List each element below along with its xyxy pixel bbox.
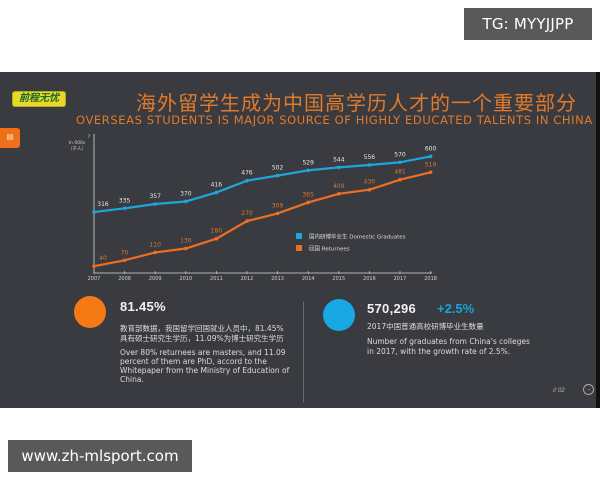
returnees-en-line4: China. <box>120 375 144 384</box>
returnee-points <box>92 170 433 268</box>
svg-text:335: 335 <box>119 197 131 204</box>
x-axis-ticks: 2007 2008 2009 2010 2011 2012 2013 2014 2015 2016… <box>88 271 437 282</box>
legend-label-returnees: 回国 Returnees <box>309 246 350 253</box>
domestic-labels: 316 335 357 370 416 476 502 529 544 556 570 600 <box>97 145 436 208</box>
series-domestic-graduates <box>93 155 431 214</box>
svg-text:529: 529 <box>302 159 314 166</box>
svg-text:40: 40 <box>99 255 107 262</box>
svg-text:2015: 2015 <box>332 276 345 282</box>
graduates-cn-text: 2017中国普通高校研博毕业生数量 <box>367 322 484 331</box>
returnees-en-line3: Whitepaper from the Ministry of Educatio… <box>120 366 290 375</box>
svg-text:?: ? <box>88 134 91 140</box>
svg-text:409: 409 <box>333 183 345 190</box>
slide-edge <box>596 72 600 408</box>
svg-text:2010: 2010 <box>179 276 192 282</box>
svg-text:70: 70 <box>121 249 129 256</box>
svg-text:481: 481 <box>394 169 406 176</box>
watermark-bottom-left: www.zh-mlsport.com <box>8 440 192 472</box>
svg-text:519: 519 <box>425 161 437 168</box>
svg-text:2007: 2007 <box>88 276 101 282</box>
svg-text:2013: 2013 <box>271 276 284 282</box>
graduates-growth-rate: +2.5% <box>437 301 475 316</box>
domestic-points <box>92 154 433 214</box>
svg-text:600: 600 <box>425 145 437 152</box>
legend-swatch-returnees <box>296 245 302 251</box>
graduates-en-line2: in 2017, with the growth rate of 2.5%. <box>367 347 511 356</box>
svg-text:570: 570 <box>394 151 406 158</box>
svg-text:309: 309 <box>272 202 284 209</box>
slide-title-en: OVERSEAS STUDENTS IS MAJOR SOURCE OF HIG… <box>76 113 593 127</box>
svg-text:2017: 2017 <box>394 276 407 282</box>
svg-text:544: 544 <box>333 156 345 163</box>
next-slide-button[interactable]: → <box>583 384 594 395</box>
section-divider <box>303 302 304 402</box>
brand-logo: 前程无忧 <box>13 92 65 106</box>
svg-text:2011: 2011 <box>210 276 223 282</box>
svg-text:2016: 2016 <box>363 276 376 282</box>
svg-text:370: 370 <box>180 190 192 197</box>
svg-text:180: 180 <box>211 228 223 235</box>
svg-text:556: 556 <box>364 154 376 161</box>
series-returnees <box>93 171 431 268</box>
svg-text:2012: 2012 <box>241 276 254 282</box>
svg-text:2018: 2018 <box>424 276 437 282</box>
svg-text:316: 316 <box>97 201 109 208</box>
returnees-stat-value: 81.45% <box>120 299 166 314</box>
graduates-en-line1: Number of graduates from China's college… <box>367 337 530 346</box>
svg-text:2008: 2008 <box>118 276 131 282</box>
svg-text:270: 270 <box>241 210 253 217</box>
svg-text:In 000s: In 000s <box>69 140 86 146</box>
returnees-en-line1: Over 80% returnees are masters, and 11.0… <box>120 348 286 357</box>
svg-text:416: 416 <box>211 181 223 188</box>
page-number: // 02 <box>553 388 565 394</box>
arrow-right-circle-icon: → <box>585 386 592 393</box>
chart-legend: 国内研博毕业生 Domestic Graduates 回国 Returnees <box>296 233 406 253</box>
graduates-circle-icon <box>323 299 355 331</box>
returnee-labels: 40 70 110 130 180 270 309 365 409 430 481 519 <box>99 161 436 262</box>
svg-text:430: 430 <box>364 179 376 186</box>
graduates-stat-value: 570,296 <box>367 301 417 316</box>
svg-text:476: 476 <box>241 170 253 177</box>
returnees-en-line2: percent of them are PhD, accord to the <box>120 357 267 366</box>
slide-tab-icon[interactable]: ▤ <box>0 128 20 148</box>
returnees-cn-line1: 教育部数据，我国留学回国就业人员中，81.45% <box>120 324 284 333</box>
svg-text:（千人）: （千人） <box>68 145 86 152</box>
line-chart: ? In 000s （千人） 2007 2008 2009 2010 2011 2012 2… <box>68 134 437 282</box>
legend-swatch-domestic <box>296 233 302 239</box>
svg-text:2009: 2009 <box>149 276 162 282</box>
svg-text:357: 357 <box>149 193 161 200</box>
svg-text:110: 110 <box>149 241 161 248</box>
watermark-top-right: TG: MYYJJPP <box>464 8 592 40</box>
returnees-cn-line2: 具有硕士研究生学历，11.09%为博士研究生学历 <box>120 334 284 343</box>
legend-label-domestic: 国内研博毕业生 Domestic Graduates <box>309 233 406 241</box>
y-axis-label: ? In 000s （千人） <box>68 134 91 152</box>
svg-text:502: 502 <box>272 165 284 172</box>
slide-panel: 前程无忧 海外留学生成为中国高学历人才的一个重要部分 OVERSEAS STUD… <box>0 72 598 408</box>
returnees-circle-icon <box>74 296 106 328</box>
svg-text:365: 365 <box>302 191 314 198</box>
svg-text:130: 130 <box>180 238 192 245</box>
slide-title-cn: 海外留学生成为中国高学历人才的一个重要部分 <box>136 91 577 115</box>
svg-text:2014: 2014 <box>302 276 315 282</box>
